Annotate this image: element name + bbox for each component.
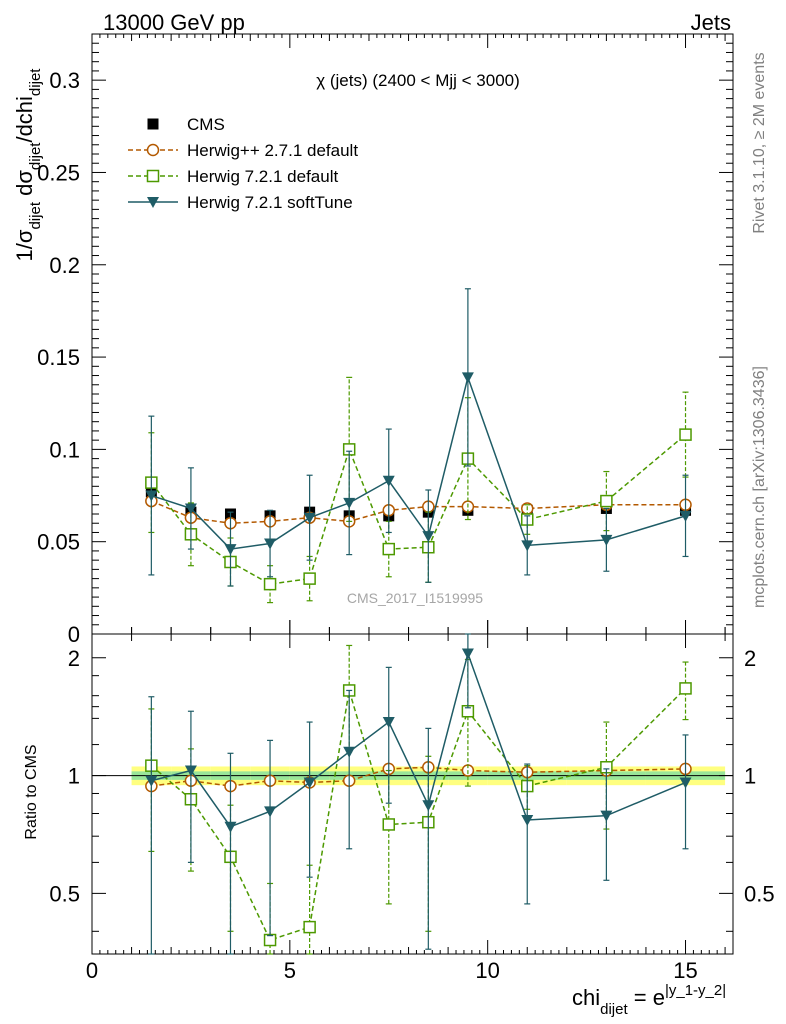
herwig7-default-marker [146,169,160,183]
series-line-main [151,374,686,550]
y-ratio-tick-label-right: 2 [744,646,756,671]
legend-label: CMS [187,115,225,134]
legend-label: Herwig 7.2.1 default [187,167,338,186]
herwig7-default-marker [263,577,277,591]
x-tick-label: 0 [86,958,98,983]
herwig7-softtune-marker [679,510,692,522]
herwig7-softtune-marker [461,648,474,660]
herwig7-softtune-marker [303,777,316,789]
herwig7-default-marker [303,572,316,585]
herwig7-softtune-marker [264,806,277,818]
legend-label: Herwig 7.2.1 softTune [187,193,353,212]
herwig7-softtune-marker [600,534,613,546]
herwig7-softtune-marker [679,777,692,789]
ratio-series-3 [145,633,692,955]
cms-data-marker [147,118,159,130]
herwig7-softtune-marker [343,746,356,758]
legend-label: Herwig++ 2.7.1 default [187,141,358,160]
herwig7-default-marker [679,682,692,695]
header-right: Jets [691,10,731,35]
chart-title: χ (jets) (2400 < Mjj < 3000) [316,71,520,90]
x-tick-label: 10 [475,958,499,983]
series-2 [145,376,692,604]
herwig7-softtune-marker [382,717,395,729]
y-axis-label-main: 1/σdijet dσdijet/dchidijet [12,68,44,262]
legend-entry: Herwig 7.2.1 default [128,167,338,186]
herwig7-default-marker [679,428,692,441]
y-tick-label: 0.25 [37,160,80,185]
herwig7-softtune-marker [264,538,277,550]
y-tick-label: 0 [68,622,80,647]
series-line-ratio [151,651,686,828]
herwig7-default-marker [382,818,396,831]
y-ratio-tick-label-right: 1 [744,764,756,789]
series-line-main [151,500,686,524]
legend-entry: Herwig 7.2.1 softTune [128,193,353,212]
herwig7-softtune-marker [343,497,356,509]
herwig7-softtune-marker [461,372,474,384]
y-tick-label: 0.1 [49,437,80,462]
herwig7-softtune-marker [145,775,158,787]
y-ratio-tick-label: 0.5 [49,881,80,906]
herwig7-softtune-marker [600,810,613,822]
series-3 [145,288,692,587]
legend-entry: CMS [147,115,225,134]
herwig7-softtune-marker [224,821,237,833]
y-ratio-tick-label: 1 [68,764,80,789]
herwig7-softtune-marker [147,197,159,208]
herwig7-softtune-marker [224,544,237,556]
herwig7-softtune-marker [145,490,158,502]
y-axis-label-ratio: Ratio to CMS [23,744,40,839]
x-tick-label: 15 [673,958,697,983]
herwig7-softtune-marker [521,814,534,826]
x-tick-label: 5 [284,958,296,983]
ratio-series-2 [145,644,692,955]
herwig7-default-marker [600,494,613,508]
ratio-plot-frame [91,633,734,955]
herwig7-softtune-marker [422,531,435,543]
series-line-main [150,434,687,585]
herwig7-softtune-marker [382,475,395,487]
legend: CMS Herwig++ 2.7.1 default Herwig 7.2.1 de… [128,115,358,212]
herwig7-softtune-marker [184,765,197,777]
herwig7-softtune-marker [521,540,534,552]
herwig7-softtune-marker [422,800,435,812]
series-line-ratio [151,766,686,787]
herwig7-softtune-marker [303,512,316,524]
data-layer [145,288,692,955]
y-ratio-tick-label: 2 [68,646,80,671]
y-tick-label: 0.3 [49,68,80,93]
herwig-pp-marker [146,143,160,157]
header-left: 13000 GeV pp [103,10,245,35]
herwig7-softtune-marker [184,503,197,515]
y-tick-label: 0.2 [49,253,80,278]
x-axis-label: chidijet = e|y_1-y_2| [572,982,726,1018]
rivet-version-label: Rivet 3.1.10, ≥ 2M events [751,52,768,233]
herwig7-default-marker [303,920,316,934]
analysis-watermark: CMS_2017_I1519995 [347,590,483,606]
y-tick-label: 0.05 [37,530,80,555]
mcplots-label: mcplots.cern.ch [arXiv:1306.3436] [751,366,768,608]
legend-entry: Herwig++ 2.7.1 default [128,141,358,160]
y-tick-label: 0.15 [37,345,80,370]
axis-ticks: 0 5 10 15 0 0.05 0.1 0.15 0.2 0.25 0.3 0.5 0.5 1 1 2 2 [37,33,775,983]
y-ratio-tick-label-right: 0.5 [744,881,775,906]
herwig7-default-marker [382,542,396,556]
